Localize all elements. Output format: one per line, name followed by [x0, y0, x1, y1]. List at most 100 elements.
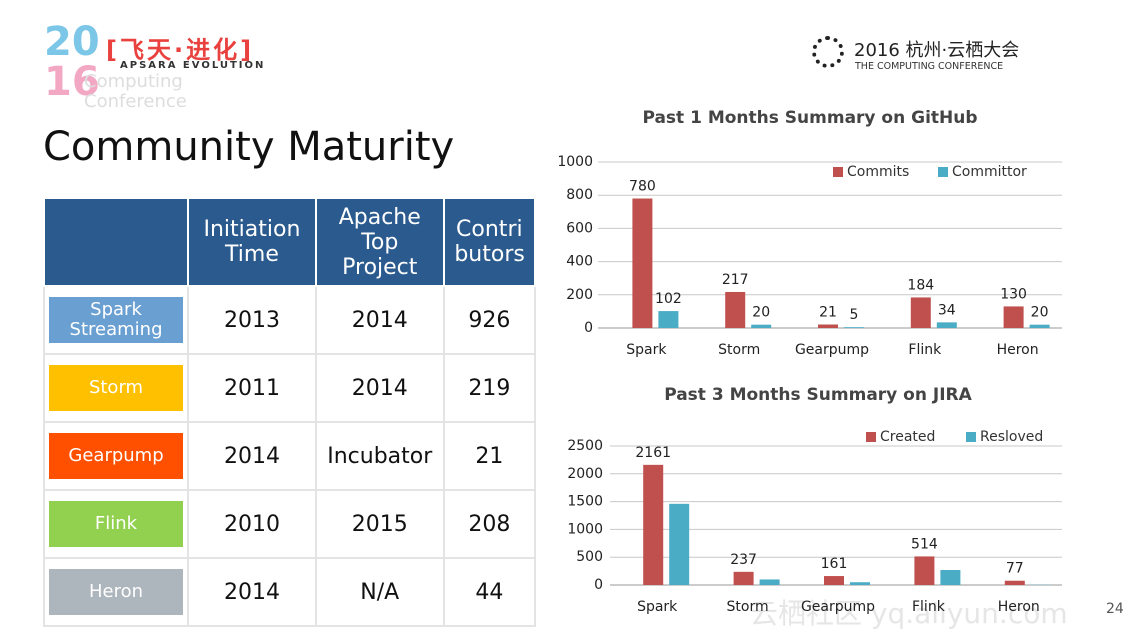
row-label: Storm: [49, 365, 184, 411]
conference-en: THE COMPUTING CONFERENCE: [855, 61, 1004, 72]
data-label: 5: [850, 307, 859, 323]
logo-subtitle: APSARA EVOLUTION: [120, 60, 266, 71]
header-cell: Contri butors: [442, 197, 537, 287]
bar: [824, 576, 844, 585]
x-tick-label: Gearpump: [795, 342, 869, 358]
row-label-cell: Gearpump: [42, 421, 190, 491]
legend-swatch: [866, 432, 876, 442]
data-label: 102: [655, 291, 682, 307]
legend-label: Committor: [952, 164, 1027, 180]
data-label: 184: [907, 277, 934, 293]
table-cell: 21: [442, 421, 537, 491]
bar: [1004, 580, 1025, 585]
bar: [759, 579, 780, 585]
x-tick-label: Spark: [626, 342, 667, 358]
header-row: Initiation Time Apache Top Project Contri …: [42, 197, 537, 287]
table-cell: 2015: [314, 489, 445, 559]
table-cell: N/A: [314, 557, 445, 627]
header-text: Initiation Time: [203, 217, 301, 267]
bar: [844, 327, 864, 328]
data-label: 2161: [635, 445, 671, 461]
x-tick-label: Flink: [912, 599, 946, 615]
y-tick-label: 400: [566, 254, 593, 270]
x-tick-label: Spark: [637, 599, 678, 615]
header-text: Contri butors: [454, 217, 525, 267]
table-cell: 219: [442, 353, 537, 423]
table-cell: 44: [442, 557, 537, 627]
row-label: Spark Streaming: [49, 297, 184, 343]
logo-year-bottom: 16: [44, 59, 100, 105]
chart-title: Past 3 Months Summary on JIRA: [664, 385, 972, 405]
bar: [936, 322, 957, 328]
slide-title: Community Maturity: [43, 124, 455, 170]
x-tick-label: Heron: [998, 599, 1040, 615]
header-text: Apache Top Project: [338, 204, 421, 280]
chart-title: Past 1 Months Summary on GitHub: [642, 108, 977, 128]
x-tick-label: Flink: [908, 342, 942, 358]
bar: [818, 324, 838, 328]
bar: [914, 556, 935, 585]
y-tick-label: 500: [576, 549, 603, 565]
legend-label: Commits: [847, 164, 909, 180]
table-cell: 2014: [187, 421, 317, 491]
data-label: 161: [821, 556, 848, 572]
logo-title: [飞天·进化]: [106, 36, 255, 64]
data-label: 21: [819, 305, 837, 321]
row-label-cell: Storm: [42, 353, 190, 423]
y-tick-label: 0: [584, 320, 593, 336]
logo-year-top: 20: [44, 19, 100, 65]
y-tick-label: 0: [594, 577, 603, 593]
table-cell: 2011: [187, 353, 317, 423]
x-tick-label: Gearpump: [801, 599, 875, 615]
bar: [1029, 324, 1050, 328]
y-tick-label: 2500: [567, 438, 603, 454]
table-row: Flink 2010 2015 208: [42, 489, 537, 559]
bar: [725, 291, 746, 328]
conference-name: 2016 杭州·云栖大会: [854, 40, 1020, 61]
header-cell: Apache Top Project: [314, 197, 445, 287]
table-cell: 2014: [314, 285, 445, 355]
legend-swatch: [833, 167, 843, 177]
watermark: 云栖社区 yq.aliyun.com: [750, 597, 1068, 630]
y-tick-label: 800: [566, 187, 593, 203]
bar: [850, 582, 870, 585]
table-row: Heron 2014 N/A 44: [42, 557, 537, 627]
y-tick-label: 1000: [567, 521, 603, 537]
bar: [910, 297, 931, 328]
table-cell: 2014: [187, 557, 317, 627]
table-cell: 926: [442, 285, 537, 355]
data-label: 77: [1006, 561, 1024, 577]
table-cell: 2014: [314, 353, 445, 423]
bar: [643, 464, 664, 585]
bar: [632, 198, 653, 328]
row-label-cell: Heron: [42, 557, 190, 627]
logo-faint: Computing Conference: [84, 71, 187, 112]
table-cell: Incubator: [314, 421, 445, 491]
data-label: 217: [722, 272, 749, 288]
bar: [940, 569, 961, 585]
table-cell: 208: [442, 489, 537, 559]
maturity-table: Initiation Time Apache Top Project Contri …: [42, 197, 537, 627]
row-label: Gearpump: [49, 433, 184, 479]
x-tick-label: Heron: [997, 342, 1039, 358]
y-tick-label: 600: [566, 220, 593, 236]
data-label: 780: [629, 179, 656, 195]
conference-logo: [812, 36, 844, 68]
table-row: Spark Streaming 2013 2014 926: [42, 285, 537, 355]
data-label: 514: [911, 536, 938, 552]
data-label: 20: [752, 305, 770, 321]
legend-label: Created: [880, 429, 935, 445]
bar: [669, 503, 690, 585]
legend-swatch: [966, 432, 976, 442]
y-tick-label: 1000: [557, 154, 593, 170]
row-label: Flink: [49, 501, 184, 547]
legend-swatch: [938, 167, 948, 177]
header-cell: [42, 197, 190, 287]
x-tick-label: Storm: [718, 342, 760, 358]
table-row: Storm 2011 2014 219: [42, 353, 537, 423]
data-label: 130: [1000, 286, 1027, 302]
row-label-cell: Spark Streaming: [42, 285, 190, 355]
row-label: Heron: [49, 569, 184, 615]
